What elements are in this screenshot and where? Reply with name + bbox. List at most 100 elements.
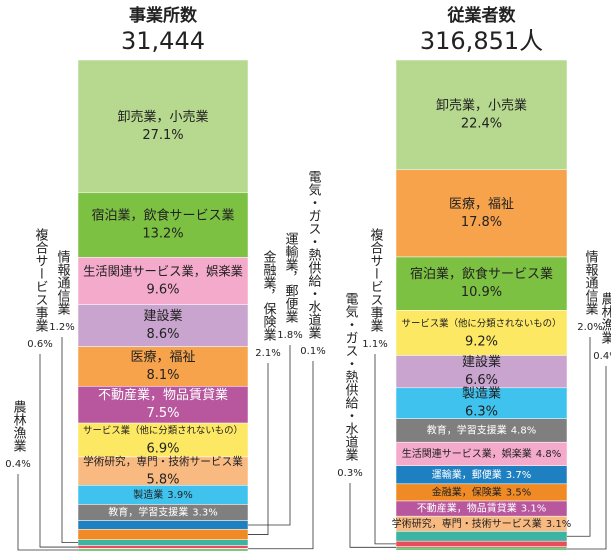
outside-label: 電気・ガス・熱供給・水道業	[343, 292, 359, 461]
segment-value-label: 13.2%	[142, 227, 183, 242]
segment	[77, 59, 249, 194]
segment	[77, 545, 249, 549]
outside-value-label: 0.3%	[337, 468, 362, 479]
segment-value-label: 6.6%	[465, 373, 498, 388]
segment-label-name: 生活関連サービス業，娯楽業	[402, 447, 532, 460]
outside-label: 複合サービス事業	[368, 227, 384, 332]
segment-label: 生活関連サービス業，娯楽業	[83, 263, 243, 278]
segment	[77, 456, 249, 486]
segment-value-label: 17.8%	[461, 215, 502, 230]
outside-value-label: 0.4%	[593, 351, 611, 362]
outside-value-label: 1.1%	[362, 339, 387, 350]
segment-value-label: 5.8%	[146, 473, 179, 488]
segment-label: 学術研究，専門・技術サービス業	[83, 455, 243, 468]
segment-label: 卸売業，小売業	[117, 109, 208, 125]
segment-label: 運輸業，郵便業 3.7%	[432, 468, 531, 481]
segment	[395, 310, 568, 356]
segment-label: サービス業（他に分類されないもの）	[83, 424, 243, 436]
segment-value-label: 27.1%	[142, 128, 183, 143]
outside-label: 情報通信業	[583, 250, 599, 315]
segment-value-label: 6.3%	[465, 405, 498, 420]
segment-value-label: 3.1%	[546, 519, 571, 530]
segment-label: 宿泊業，飲食サービス業	[410, 266, 553, 282]
segment	[77, 304, 249, 347]
segment	[395, 355, 568, 389]
segment-value-label: 9.2%	[465, 334, 498, 349]
segment-label: 不動産業，物品賃貸業 3.1%	[417, 502, 546, 515]
leader-line	[248, 345, 291, 526]
segment	[395, 59, 568, 171]
segment	[395, 531, 568, 542]
segment-label: 製造業 3.9%	[133, 488, 192, 501]
segment	[395, 387, 568, 419]
segment-label-name: 運輸業，郵便業	[432, 468, 502, 481]
segment-value-label: 3.3%	[192, 508, 217, 519]
segment-label-name: 教育，学習支援業	[427, 423, 507, 436]
outside-value-label: 2.0%	[577, 322, 602, 333]
segment	[395, 547, 568, 551]
outside-value-label: 1.8%	[277, 330, 302, 341]
segment-value-label: 3.1%	[521, 504, 546, 515]
segment-label: 医療，福祉	[130, 350, 195, 365]
leader-line	[567, 366, 607, 550]
outside-label: 情報通信業	[55, 250, 71, 315]
segment-value-label: 22.4%	[461, 116, 502, 131]
segment-value-label: 8.6%	[146, 327, 179, 342]
segment-value-label: 3.9%	[167, 490, 192, 501]
segment-label: 建設業	[462, 354, 501, 370]
outside-value-label: 1.2%	[49, 322, 74, 333]
segment-label-name: 金融業，保険業	[432, 485, 502, 498]
segment-label-name: 不動産業，物品賃貸業	[417, 502, 517, 515]
segment	[395, 256, 568, 311]
segment	[77, 548, 249, 552]
segment	[395, 169, 568, 258]
segment-label: 教育，学習支援業 3.3%	[108, 506, 217, 519]
segment-value-label: 3.7%	[506, 470, 531, 481]
segment-value-label: 4.8%	[536, 449, 561, 460]
segment	[77, 386, 249, 424]
segment-label: 不動産業，物品賃貸業	[98, 387, 228, 403]
segment-label: 宿泊業，飲食サービス業	[91, 208, 234, 224]
outside-label: 電気・ガス・熱供給・水道業	[306, 170, 322, 339]
outside-label: 複合サービス事業	[33, 227, 49, 332]
segment-label: 建設業	[143, 308, 182, 324]
segment-label: 生活関連サービス業，娯楽業 4.8%	[402, 447, 561, 460]
segment-value-label: 6.9%	[146, 441, 179, 456]
segment-label-name: 教育，学習支援業	[108, 506, 188, 519]
segment-value-label: 10.9%	[461, 285, 502, 300]
segment-label: 金融業，保険業 3.5%	[432, 485, 531, 498]
chart-title: 事業所数	[129, 5, 198, 26]
outside-label: 運輸業，郵便業	[283, 232, 299, 323]
segment-label: 製造業	[462, 386, 501, 402]
segment	[77, 529, 249, 540]
leader-line	[349, 483, 396, 548]
segment-value-label: 7.5%	[146, 406, 179, 421]
segment	[395, 540, 568, 547]
leader-line	[39, 354, 78, 548]
leader-line	[248, 361, 314, 550]
chart-title: 従業者数	[447, 5, 517, 26]
segment-label: 教育，学習支援業 4.8%	[427, 423, 536, 436]
segment	[77, 257, 249, 305]
segment	[77, 520, 249, 530]
segment-label: 学術研究，専門・技術サービス業 3.1%	[392, 517, 571, 530]
segment-label-name: 製造業	[133, 488, 163, 501]
segment-label: 医療，福祉	[449, 197, 514, 212]
segment-value-label: 4.8%	[511, 425, 536, 436]
outside-value-label: 0.6%	[27, 339, 52, 350]
outside-value-label: 0.4%	[5, 459, 30, 470]
segment-value-label: 3.5%	[506, 487, 531, 498]
segment-label: 卸売業，小売業	[436, 97, 527, 113]
leader-line	[17, 474, 78, 551]
segment-value-label: 9.6%	[146, 282, 179, 297]
segment	[77, 422, 249, 458]
chart-subtitle: 31,444	[121, 27, 205, 55]
outside-label: 農林漁業	[599, 292, 611, 344]
chart-subtitle: 316,851人	[420, 27, 543, 55]
leader-line	[61, 337, 78, 544]
segment-value-label: 8.1%	[146, 368, 179, 383]
outside-label: 金融業，保険業	[261, 249, 277, 341]
outside-label: 農林漁業	[11, 400, 27, 452]
segment	[77, 346, 249, 387]
